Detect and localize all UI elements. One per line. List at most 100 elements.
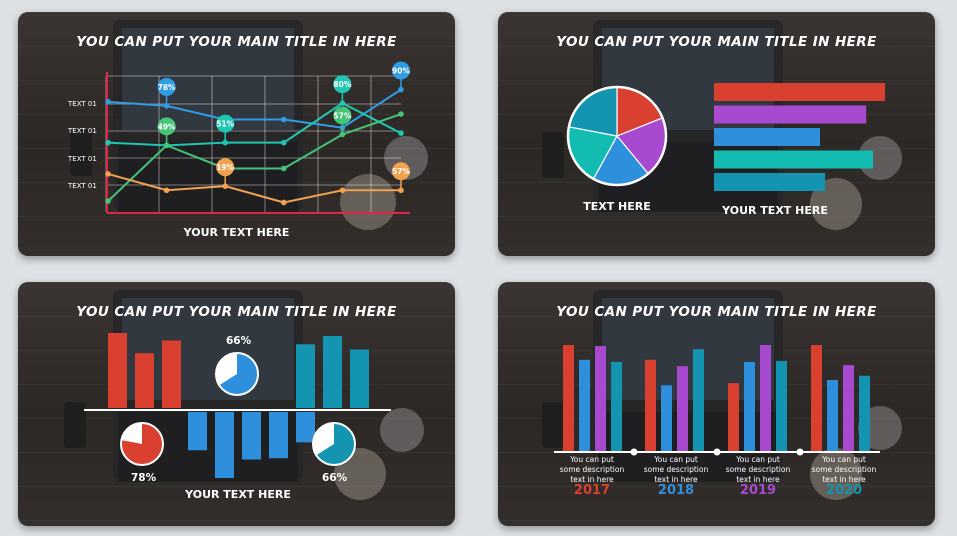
slide-grouped-bars[interactable]: YOU CAN PUT YOUR MAIN TITLE IN HERE You … — [498, 282, 935, 526]
grouped-bar — [811, 345, 822, 451]
data-point — [105, 171, 111, 177]
updown-bar-chart — [84, 333, 391, 478]
slide-pie-bars[interactable]: YOU CAN PUT YOUR MAIN TITLE IN HERE TEXT… — [498, 12, 935, 256]
data-point — [281, 139, 287, 146]
data-point — [281, 116, 287, 123]
series-line — [107, 102, 402, 147]
grouped-bar — [728, 383, 739, 451]
data-label-pin: 49% — [157, 117, 176, 146]
bar-up — [162, 340, 181, 408]
bar-up — [323, 336, 342, 408]
mini-pie-slice — [219, 353, 258, 395]
grouped-bar-chart — [554, 345, 880, 456]
chart-caption: YOUR TEXT HERE — [185, 488, 291, 501]
pie-outline — [566, 85, 668, 187]
data-label-pin: 57% — [392, 162, 410, 191]
grouped-bar — [827, 379, 838, 451]
line-chart: 78% 90% 51% 80% 49% 57% 19% 57% — [105, 61, 410, 214]
bar-down — [242, 412, 261, 460]
data-label-pin: 57% — [333, 106, 352, 135]
bar-up — [350, 349, 369, 408]
hbar — [714, 173, 826, 191]
group-description: You can put some description text in here — [559, 455, 625, 484]
timeline-dot — [630, 448, 638, 456]
horizontal-bar-chart — [714, 83, 885, 191]
grouped-bar — [859, 375, 870, 451]
pie-label: 66% — [226, 335, 252, 347]
year-label: 2019 — [739, 483, 777, 498]
grouped-bar — [645, 359, 656, 451]
data-point — [105, 99, 111, 105]
pie-label: 66% — [322, 472, 348, 484]
mini-pie-outline — [215, 352, 259, 396]
mini-pie-slice — [316, 423, 355, 465]
grouped-bar — [661, 385, 672, 451]
grouped-bar — [776, 360, 787, 451]
data-label-pin: 51% — [216, 114, 235, 143]
year-label: 2020 — [825, 483, 863, 498]
slide-title: YOU CAN PUT YOUR MAIN TITLE IN HERE — [556, 34, 877, 50]
data-label-pin: 78% — [157, 77, 176, 106]
mini-pie-slice — [121, 423, 163, 465]
y-label: TEXT 01 — [68, 182, 97, 190]
year-label: 2018 — [657, 483, 695, 498]
group-description: You can put some description text in here — [725, 455, 791, 484]
data-label: 57% — [392, 167, 410, 176]
y-label: TEXT 01 — [68, 155, 97, 163]
bar-down — [215, 412, 234, 478]
chart-caption: YOUR TEXT HERE — [183, 226, 290, 239]
data-point — [105, 139, 111, 146]
data-label-pin: 80% — [333, 75, 352, 104]
series-line — [107, 88, 402, 129]
data-label: 49% — [158, 122, 176, 131]
group-description: You can put some description text in here — [811, 455, 877, 484]
bar-down — [296, 412, 315, 443]
hbar — [714, 150, 874, 169]
grouped-bar — [677, 366, 688, 451]
year-label: 2017 — [573, 483, 611, 498]
y-label: TEXT 01 — [68, 100, 97, 108]
grouped-bar — [693, 349, 704, 451]
data-label: 51% — [216, 120, 234, 129]
slide-title: YOU CAN PUT YOUR MAIN TITLE IN HERE — [556, 304, 877, 320]
series-line — [107, 113, 402, 202]
data-point — [398, 111, 404, 117]
grouped-bar — [760, 345, 771, 451]
timeline-dot — [796, 448, 804, 456]
data-label: 57% — [333, 111, 351, 120]
data-label: 19% — [216, 163, 234, 172]
slide-updown-bars[interactable]: YOU CAN PUT YOUR MAIN TITLE IN HERE 66% … — [18, 282, 455, 526]
bar-up — [296, 344, 315, 408]
data-label: 80% — [333, 80, 351, 89]
slide-title: YOU CAN PUT YOUR MAIN TITLE IN HERE — [76, 34, 397, 50]
data-point — [105, 198, 111, 204]
bar-up — [135, 353, 154, 408]
pie-chart — [566, 85, 668, 187]
data-point — [398, 130, 404, 136]
slide-title: YOU CAN PUT YOUR MAIN TITLE IN HERE — [76, 304, 397, 320]
hbar — [714, 83, 885, 101]
pie-label: 78% — [131, 472, 157, 484]
grouped-bar — [563, 345, 574, 451]
hbar — [714, 105, 867, 124]
timeline-dot — [713, 448, 721, 456]
data-label-pin: 19% — [216, 158, 235, 187]
data-label: 90% — [392, 67, 410, 76]
series-line — [107, 172, 401, 204]
bar-down — [269, 412, 288, 459]
y-label: TEXT 01 — [68, 127, 97, 135]
mini-pie-outline — [312, 422, 356, 466]
bar-down — [188, 412, 207, 451]
data-point — [281, 165, 287, 172]
bars-caption: YOUR TEXT HERE — [722, 204, 828, 217]
grouped-bar — [744, 361, 755, 451]
data-label: 78% — [158, 83, 176, 92]
pie-caption: TEXT HERE — [583, 200, 651, 213]
grouped-bar — [843, 365, 854, 451]
data-point — [339, 187, 346, 194]
grouped-bar — [595, 346, 606, 451]
bar-up — [108, 333, 127, 408]
slide-line-chart[interactable]: YOU CAN PUT YOUR MAIN TITLE IN HERE TEXT… — [18, 12, 455, 256]
grouped-bar — [579, 359, 590, 451]
data-point — [281, 199, 287, 206]
